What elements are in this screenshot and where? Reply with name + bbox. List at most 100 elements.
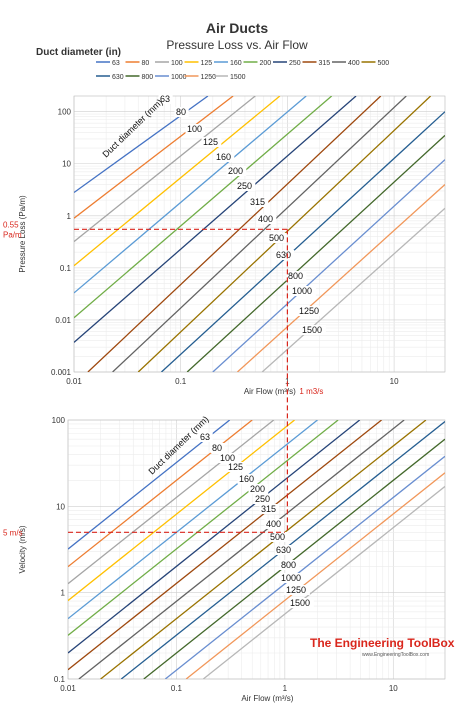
annotation-ylabel-velocity: 5 m/s xyxy=(3,528,23,537)
series-label-bg-630 xyxy=(274,545,295,555)
series-label-1500: 1500 xyxy=(290,598,310,608)
series-label-1000: 1000 xyxy=(281,573,301,583)
series-label-bg-630 xyxy=(274,250,295,260)
series-line-200 xyxy=(68,420,339,636)
series-label-bg-63 xyxy=(158,94,173,104)
series-line-160 xyxy=(74,96,307,294)
figure-subtitle: Pressure Loss vs. Air Flow xyxy=(166,38,308,52)
curve-label-velocity: Duct diameter (mm) xyxy=(146,414,210,476)
series-label-250: 250 xyxy=(237,181,252,191)
series-line-1000 xyxy=(212,159,445,372)
series-line-315 xyxy=(68,420,382,671)
series-line-100 xyxy=(68,420,275,585)
series-line-1250 xyxy=(185,472,445,679)
series-label-63: 63 xyxy=(160,94,170,104)
series-label-bg-1000 xyxy=(290,286,316,296)
plot-frame-pressure xyxy=(73,95,446,373)
series-line-500 xyxy=(100,420,427,679)
y-tick-label-velocity: 0.1 xyxy=(54,675,66,684)
series-label-bg-125 xyxy=(201,137,222,147)
series-line-400 xyxy=(78,420,405,679)
series-label-bg-1250 xyxy=(297,306,323,316)
series-label-bg-100 xyxy=(218,453,239,463)
series-line-800 xyxy=(143,438,445,679)
series-label-1500: 1500 xyxy=(302,325,322,335)
brand-name: The Engineering ToolBox xyxy=(310,636,455,650)
series-line-1250 xyxy=(236,183,445,372)
series-label-bg-200 xyxy=(248,484,269,494)
series-line-200 xyxy=(74,96,333,319)
series-label-bg-800 xyxy=(286,271,307,281)
series-label-125: 125 xyxy=(228,462,243,472)
annotation-ylabel-pressure: 0.55 xyxy=(3,220,19,229)
series-line-400 xyxy=(112,96,407,372)
annotation-ylabel-pressure: Pa/m xyxy=(3,230,22,239)
series-label-500: 500 xyxy=(270,532,285,542)
series-label-250: 250 xyxy=(255,494,270,504)
brand-url: www.EngineeringToolBox.com xyxy=(362,652,429,658)
series-label-bg-100 xyxy=(185,124,206,134)
series-label-bg-500 xyxy=(267,233,288,243)
series-line-1500 xyxy=(202,485,445,679)
series-label-315: 315 xyxy=(250,197,265,207)
series-label-100: 100 xyxy=(187,124,202,134)
series-label-630: 630 xyxy=(276,545,291,555)
legend-label-125: 125 xyxy=(201,60,213,67)
series-label-bg-160 xyxy=(237,474,258,484)
series-label-400: 400 xyxy=(266,519,281,529)
legend-label-800: 800 xyxy=(142,74,154,81)
y-tick-label-pressure: 1 xyxy=(67,212,72,221)
series-label-bg-1500 xyxy=(288,598,314,608)
series-label-125: 125 xyxy=(203,137,218,147)
series-label-80: 80 xyxy=(176,107,186,117)
series-label-bg-250 xyxy=(235,181,256,191)
series-label-bg-1500 xyxy=(300,325,326,335)
legend-label-100: 100 xyxy=(171,60,183,67)
series-label-63: 63 xyxy=(200,432,210,442)
series-label-bg-1250 xyxy=(284,585,310,595)
y-tick-label-velocity: 100 xyxy=(52,416,66,425)
x-axis-label-pressure: Air Flow (m³/s) xyxy=(244,387,296,396)
legend-label-250: 250 xyxy=(289,60,301,67)
pressure-loss-chart: 6380100125160200250315400500630800100012… xyxy=(3,94,446,396)
legend-label-315: 315 xyxy=(319,60,331,67)
x-tick-label-velocity: 10 xyxy=(389,684,398,693)
series-line-160 xyxy=(68,420,318,620)
y-axis-label-pressure: Pressure Loss (Pa/m) xyxy=(18,195,27,273)
legend-title: Duct diameter (in) xyxy=(36,47,121,58)
legend-label-630: 630 xyxy=(112,74,124,81)
series-label-160: 160 xyxy=(239,474,254,484)
series-label-1000: 1000 xyxy=(292,286,312,296)
legend: 63 80 100 125 160 200 250 315 400 500 630 800 1000 12… xyxy=(96,60,389,81)
series-line-250 xyxy=(74,96,357,343)
legend-label-1000: 1000 xyxy=(171,74,187,81)
series-label-bg-500 xyxy=(268,532,289,542)
series-label-500: 500 xyxy=(269,233,284,243)
series-label-bg-1000 xyxy=(279,573,305,583)
series-line-1000 xyxy=(164,455,445,679)
series-label-bg-160 xyxy=(214,152,235,162)
brand-logo: The Engineering ToolBox www.EngineeringT… xyxy=(310,636,455,658)
series-group-velocity xyxy=(68,420,445,679)
series-label-100: 100 xyxy=(220,453,235,463)
series-label-800: 800 xyxy=(288,271,303,281)
legend-label-200: 200 xyxy=(260,60,272,67)
y-tick-label-pressure: 100 xyxy=(58,108,72,117)
series-label-1250: 1250 xyxy=(286,585,306,595)
series-label-bg-315 xyxy=(259,504,280,514)
y-axis-label-velocity: Velocity (m/s) xyxy=(18,525,27,573)
series-label-400: 400 xyxy=(258,214,273,224)
series-label-bg-200 xyxy=(226,166,247,176)
legend-label-160: 160 xyxy=(230,60,242,67)
grid-pressure xyxy=(73,95,446,373)
plot-frame-velocity xyxy=(67,419,446,680)
legend-label-1250: 1250 xyxy=(201,74,217,81)
series-label-bg-400 xyxy=(264,519,285,529)
y-tick-label-pressure: 0.01 xyxy=(55,316,71,325)
y-tick-label-pressure: 0.1 xyxy=(60,264,72,273)
series-label-bg-315 xyxy=(248,197,269,207)
y-tick-label-velocity: 1 xyxy=(61,589,66,598)
x-tick-label-pressure: 0.01 xyxy=(66,377,82,386)
legend-label-400: 400 xyxy=(348,60,360,67)
